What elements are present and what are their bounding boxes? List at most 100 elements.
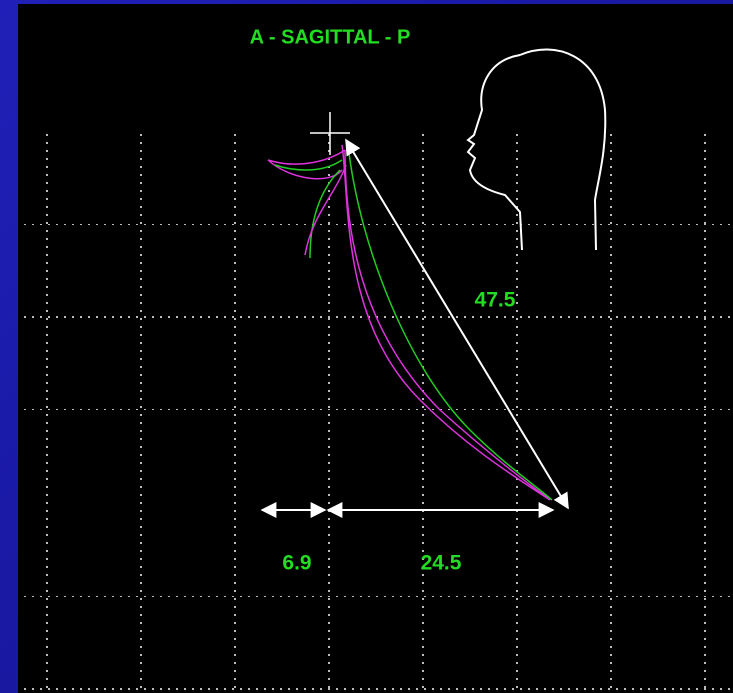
grid-dots (328, 518, 330, 520)
grid-dots (516, 198, 518, 200)
grid-dots (328, 454, 330, 456)
grid-dots (704, 222, 706, 224)
grid-dots (516, 254, 518, 256)
grid-dots (328, 230, 330, 232)
grid-dots (140, 350, 142, 352)
grid-dots (140, 462, 142, 464)
grid-dots (422, 646, 424, 648)
grid-dots (704, 366, 706, 368)
grid-dots (516, 214, 518, 216)
grid-dots (610, 454, 612, 456)
grid-dots (328, 574, 330, 576)
grid-dots (328, 318, 330, 320)
grid-dots (46, 502, 48, 504)
grid-dots (140, 438, 142, 440)
grid-dots (46, 326, 48, 328)
grid-dots (46, 158, 48, 160)
grid-dots (422, 526, 424, 528)
grid-dots (140, 398, 142, 400)
grid-dots (234, 246, 236, 248)
grid-dots (328, 246, 330, 248)
grid-dots (46, 454, 48, 456)
grid-dots (234, 174, 236, 176)
grid-dots (234, 646, 236, 648)
grid-dots (516, 430, 518, 432)
grid-dots (704, 470, 706, 472)
grid-dots (516, 238, 518, 240)
grid-dots (234, 422, 236, 424)
grid-dots (422, 262, 424, 264)
grid-dots (516, 286, 518, 288)
grid-dots (704, 414, 706, 416)
grid-dots (328, 606, 330, 608)
grid-dots (234, 462, 236, 464)
grid-dots (516, 134, 518, 136)
grid-dots (46, 678, 48, 680)
grid-dots (704, 686, 706, 688)
grid-dots (422, 142, 424, 144)
grid-dots (704, 206, 706, 208)
grid-dots (46, 430, 48, 432)
grid-dots (234, 302, 236, 304)
grid-dots (610, 686, 612, 688)
grid-dots (328, 342, 330, 344)
grid-dots (46, 422, 48, 424)
grid-dots (704, 654, 706, 656)
grid-dots (46, 390, 48, 392)
grid-dots (46, 342, 48, 344)
grid-dots (610, 206, 612, 208)
grid-dots (704, 430, 706, 432)
grid-dots (704, 182, 706, 184)
grid-dots (328, 190, 330, 192)
grid-dots (234, 198, 236, 200)
grid-dots (328, 630, 330, 632)
grid-dots (704, 502, 706, 504)
grid-dots (516, 302, 518, 304)
grid-dots (46, 638, 48, 640)
grid-dots (610, 198, 612, 200)
grid-dots (328, 534, 330, 536)
grid-dots (234, 518, 236, 520)
grid-dots (328, 678, 330, 680)
grid-dots (422, 222, 424, 224)
grid-dots (422, 446, 424, 448)
grid-dots (610, 334, 612, 336)
grid-dots (516, 678, 518, 680)
grid-dots (234, 374, 236, 376)
grid-dots (140, 158, 142, 160)
grid-dots (422, 326, 424, 328)
grid-dots (46, 622, 48, 624)
grid-dots (140, 214, 142, 216)
grid-dots (140, 134, 142, 136)
grid-dots (516, 262, 518, 264)
grid-dots (610, 638, 612, 640)
grid-dots (46, 414, 48, 416)
grid-dots (46, 142, 48, 144)
grid-dots (140, 246, 142, 248)
grid-dots (234, 182, 236, 184)
grid-dots (610, 622, 612, 624)
grid-dots (516, 598, 518, 600)
grid-dots (140, 478, 142, 480)
grid-dots (46, 542, 48, 544)
grid-dots (704, 622, 706, 624)
grid-dots (704, 494, 706, 496)
grid-dots (328, 478, 330, 480)
grid-dots (422, 286, 424, 288)
grid-dots (516, 566, 518, 568)
grid-dots (140, 390, 142, 392)
grid-dots (328, 430, 330, 432)
grid-dots (610, 350, 612, 352)
grid-dots (140, 542, 142, 544)
grid-dots (610, 150, 612, 152)
grid-dots (516, 630, 518, 632)
grid-dots (46, 398, 48, 400)
grid-dots (328, 646, 330, 648)
grid-dots (422, 518, 424, 520)
grid-dots (46, 350, 48, 352)
grid-dots (234, 478, 236, 480)
grid-dots (22, 409, 733, 411)
grid-dots (234, 470, 236, 472)
grid-dots (234, 574, 236, 576)
panel (18, 4, 733, 693)
